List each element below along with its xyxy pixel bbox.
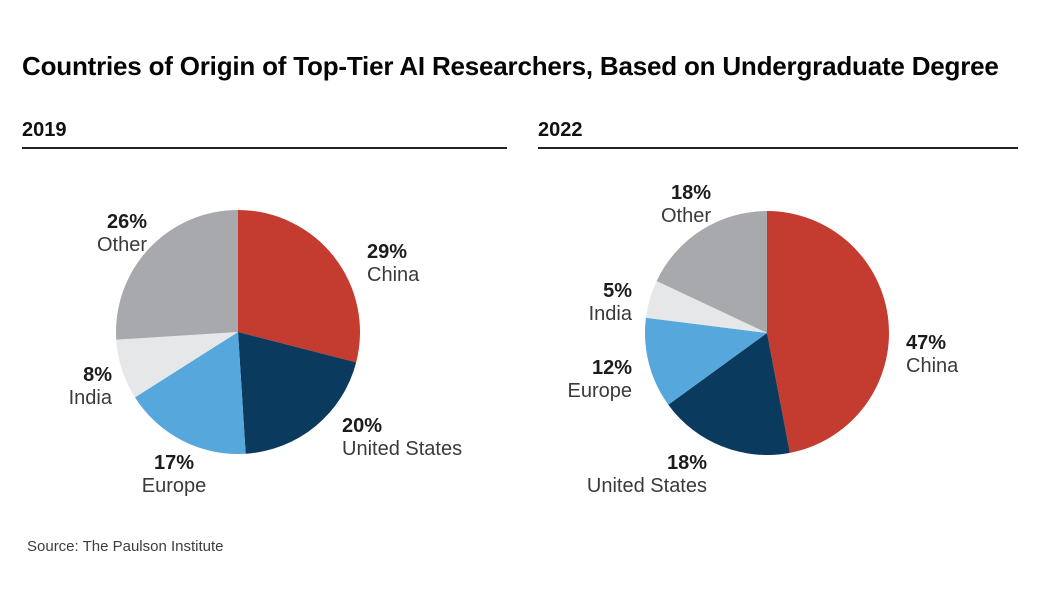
slice-china <box>238 210 360 363</box>
panel-2019-year-label: 2019 <box>22 119 67 141</box>
slice-united-states <box>668 333 790 455</box>
label-2022-united-states-percent: 18% <box>666 452 707 474</box>
label-2022-other: 18% Other <box>661 182 711 228</box>
label-2019-other-percent: 26% <box>106 211 147 233</box>
label-2019-china-percent: 29% <box>367 241 408 263</box>
label-2019-china: 29% China <box>367 241 419 287</box>
slice-europe <box>645 317 767 405</box>
slice-india <box>645 281 767 333</box>
label-2022-china-name: China <box>906 355 959 377</box>
label-2022-india-name: India <box>588 303 632 325</box>
label-2019-united-states: 20% United States <box>342 415 462 461</box>
pie-chart-2022 <box>645 211 889 455</box>
label-2022-china-percent: 47% <box>906 332 947 354</box>
label-2019-india-percent: 8% <box>83 364 112 386</box>
label-2019-india-name: India <box>68 387 112 409</box>
label-2019-europe: 17% Europe <box>114 452 234 498</box>
label-2019-china-name: China <box>367 264 420 286</box>
label-2019-europe-percent: 17% <box>153 452 195 474</box>
slice-other <box>656 211 767 333</box>
source-note: Source: The Paulson Institute <box>27 538 224 555</box>
label-2019-other-name: Other <box>96 234 147 256</box>
label-2022-united-states: 18% United States <box>587 452 707 498</box>
slice-india <box>116 332 238 398</box>
label-2022-india-percent: 5% <box>603 280 632 302</box>
slice-china <box>767 211 889 453</box>
slice-europe <box>134 332 246 454</box>
label-2022-india: 5% India <box>589 280 632 326</box>
label-2022-other-name: Other <box>660 205 711 227</box>
label-2022-europe-percent: 12% <box>591 357 632 379</box>
slice-united-states <box>238 332 357 454</box>
label-2022-united-states-name: United States <box>586 475 707 497</box>
label-2022-europe: 12% Europe <box>568 357 633 403</box>
label-2019-united-states-percent: 20% <box>342 415 383 437</box>
panel-2019-rule <box>22 147 507 149</box>
label-2019-india: 8% India <box>69 364 112 410</box>
pie-chart-2019 <box>116 210 360 454</box>
label-2019-united-states-name: United States <box>342 438 463 460</box>
panel-2022-year-label: 2022 <box>538 119 583 141</box>
label-2022-europe-name: Europe <box>567 380 633 402</box>
slice-other <box>116 210 238 340</box>
label-2022-china: 47% China <box>906 332 958 378</box>
panel-2022-rule <box>538 147 1018 149</box>
label-2019-europe-name: Europe <box>141 475 207 497</box>
chart-title: Countries of Origin of Top-Tier AI Resea… <box>22 51 999 81</box>
label-2022-other-percent: 18% <box>670 182 711 204</box>
label-2019-other: 26% Other <box>97 211 147 257</box>
